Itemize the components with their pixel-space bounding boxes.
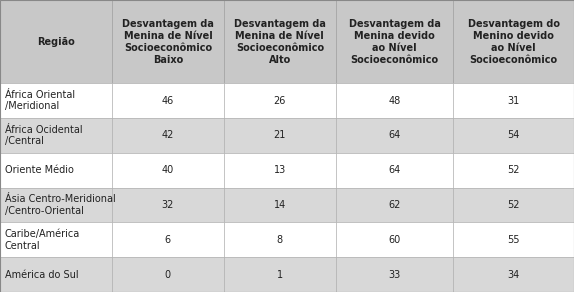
Text: 52: 52: [507, 200, 520, 210]
Text: Oriente Médio: Oriente Médio: [5, 165, 73, 175]
Bar: [336, 153, 453, 188]
Text: 34: 34: [507, 270, 520, 280]
Text: 55: 55: [507, 235, 520, 245]
Text: América do Sul: América do Sul: [5, 270, 78, 280]
Text: África Ocidental
/Central: África Ocidental /Central: [5, 125, 82, 146]
Bar: [453, 83, 574, 118]
Text: 26: 26: [274, 95, 286, 106]
Bar: [453, 223, 574, 257]
Bar: [453, 0, 574, 83]
Bar: [336, 0, 453, 83]
Text: Ásia Centro-Meridional
/Centro-Oriental: Ásia Centro-Meridional /Centro-Oriental: [5, 194, 115, 216]
Text: Caribe/América
Central: Caribe/América Central: [5, 229, 80, 251]
Bar: [336, 118, 453, 153]
Text: 8: 8: [277, 235, 283, 245]
Bar: [336, 83, 453, 118]
Text: 46: 46: [162, 95, 174, 106]
Text: 54: 54: [507, 131, 520, 140]
Bar: [0, 153, 112, 188]
Text: 14: 14: [274, 200, 286, 210]
Text: 31: 31: [507, 95, 520, 106]
Text: 52: 52: [507, 165, 520, 175]
Bar: [112, 223, 224, 257]
Bar: [0, 257, 112, 292]
Bar: [224, 118, 336, 153]
Bar: [112, 257, 224, 292]
Text: 62: 62: [389, 200, 401, 210]
Text: 48: 48: [389, 95, 401, 106]
Bar: [112, 187, 224, 223]
Bar: [0, 83, 112, 118]
Text: 33: 33: [389, 270, 401, 280]
Bar: [112, 0, 224, 83]
Text: Região: Região: [37, 36, 75, 47]
Text: 40: 40: [162, 165, 174, 175]
Text: 42: 42: [162, 131, 174, 140]
Bar: [453, 187, 574, 223]
Text: 21: 21: [274, 131, 286, 140]
Bar: [112, 83, 224, 118]
Bar: [453, 257, 574, 292]
Bar: [336, 257, 453, 292]
Bar: [0, 223, 112, 257]
Bar: [0, 118, 112, 153]
Bar: [224, 187, 336, 223]
Bar: [224, 257, 336, 292]
Text: Desvantagem da
Menina devido
ao Nível
Socioeconômico: Desvantagem da Menina devido ao Nível So…: [348, 19, 441, 65]
Bar: [0, 0, 112, 83]
Bar: [336, 223, 453, 257]
Bar: [0, 187, 112, 223]
Bar: [112, 153, 224, 188]
Bar: [224, 0, 336, 83]
Text: 32: 32: [162, 200, 174, 210]
Text: Desvantagem da
Menina de Nível
Socioeconômico
Alto: Desvantagem da Menina de Nível Socioecon…: [234, 19, 326, 65]
Bar: [453, 118, 574, 153]
Text: África Oriental
/Meridional: África Oriental /Meridional: [5, 90, 75, 112]
Text: Desvantagem do
Menino devido
ao Nível
Socioeconômico: Desvantagem do Menino devido ao Nível So…: [468, 19, 560, 65]
Text: 1: 1: [277, 270, 283, 280]
Bar: [224, 83, 336, 118]
Text: 6: 6: [165, 235, 171, 245]
Text: 64: 64: [389, 131, 401, 140]
Text: Desvantagem da
Menina de Nível
Socioeconômico
Baixo: Desvantagem da Menina de Nível Socioecon…: [122, 19, 214, 65]
Bar: [336, 187, 453, 223]
Text: 64: 64: [389, 165, 401, 175]
Text: 13: 13: [274, 165, 286, 175]
Text: 60: 60: [389, 235, 401, 245]
Bar: [224, 223, 336, 257]
Bar: [224, 153, 336, 188]
Bar: [453, 153, 574, 188]
Text: 0: 0: [165, 270, 171, 280]
Bar: [112, 118, 224, 153]
